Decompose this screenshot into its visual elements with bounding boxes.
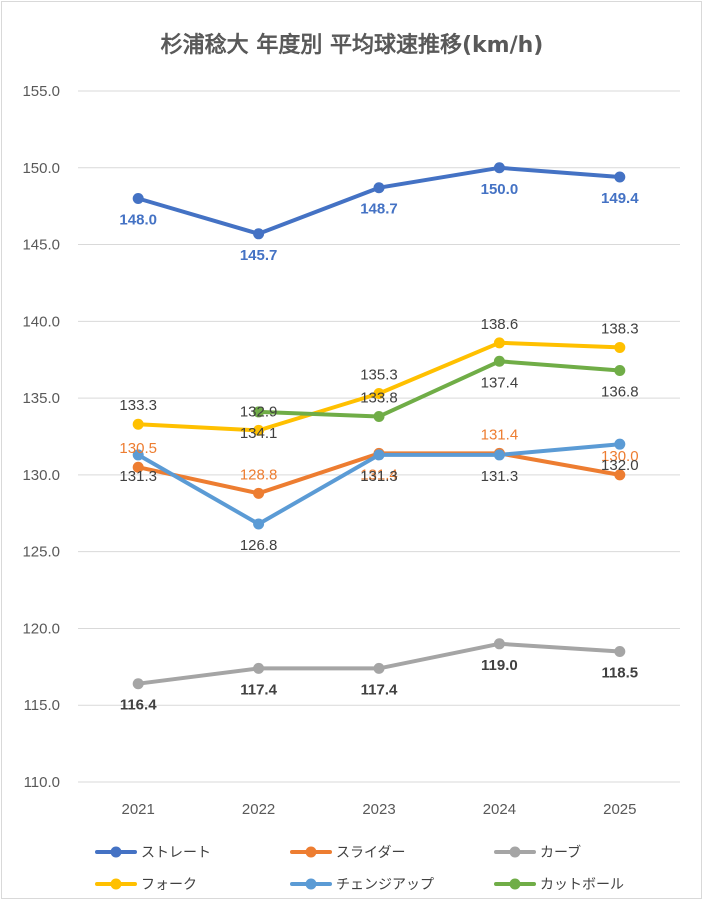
data-point (253, 518, 265, 530)
series-lines (136, 165, 622, 686)
data-label: 137.4 (481, 374, 519, 391)
data-label: 119.0 (481, 657, 518, 674)
y-tick-label: 135.0 (22, 390, 60, 407)
data-label: 135.3 (360, 367, 398, 384)
data-label: 148.7 (360, 201, 398, 218)
legend-label: スライダー (336, 845, 405, 861)
data-point (132, 449, 144, 461)
data-label: 117.4 (240, 681, 277, 698)
data-label: 138.3 (601, 320, 639, 337)
data-label: 133.8 (360, 390, 398, 407)
data-point (253, 487, 265, 499)
y-tick-label: 155.0 (22, 83, 60, 100)
y-tick-label: 140.0 (22, 313, 60, 330)
data-point (614, 341, 626, 353)
data-point (373, 449, 385, 461)
legend-label: チェンジアップ (336, 877, 434, 893)
y-tick-label: 150.0 (22, 160, 60, 177)
y-tick-label: 110.0 (24, 774, 60, 791)
data-label: 138.6 (481, 316, 519, 333)
data-point (132, 461, 144, 473)
legend-label: ストレート (141, 845, 211, 861)
data-label: 130.5 (119, 440, 157, 457)
x-tick-label: 2024 (483, 801, 516, 818)
data-point (614, 438, 626, 450)
y-tick-label: 125.0 (22, 544, 60, 561)
data-label: 131.3 (360, 468, 398, 485)
data-point (132, 192, 144, 204)
data-label: 131.4 (481, 426, 519, 443)
y-tick-label: 130.0 (22, 467, 60, 484)
x-tick-label: 2022 (242, 801, 275, 818)
data-label: 134.1 (240, 425, 278, 442)
y-tick-label: 120.0 (22, 620, 60, 637)
y-axis-ticks: 110.0 115.0 120.0 125.0 130.0 135.0 140.0 145.0… (22, 83, 60, 791)
data-point (373, 411, 385, 423)
data-point (614, 171, 626, 183)
gridlines (78, 90, 680, 783)
data-label: 128.8 (240, 466, 278, 483)
data-point (253, 662, 265, 674)
data-labels: 148.0 145.7 148.7 150.0 149.4 130.5 128.8 131.4… (119, 181, 639, 714)
data-label: 133.3 (119, 397, 157, 414)
legend-label: カットボール (540, 877, 624, 893)
data-label: 131.3 (119, 468, 157, 485)
y-tick-label: 115.0 (24, 697, 60, 714)
legend-marker (110, 846, 122, 858)
data-point (373, 388, 385, 400)
data-point (373, 662, 385, 674)
data-point (493, 162, 505, 174)
legend-label: カーブ (540, 844, 581, 861)
legend-marker (110, 878, 122, 890)
data-label: 150.0 (481, 181, 519, 198)
data-label: 131.3 (481, 468, 519, 485)
data-label: 117.4 (361, 681, 398, 698)
data-point (373, 182, 385, 194)
data-label: 132.0 (601, 457, 639, 474)
data-point (493, 449, 505, 461)
data-label: 145.7 (240, 247, 278, 264)
legend-marker (509, 878, 521, 890)
legend-marker (509, 846, 521, 858)
data-label: 132.9 (240, 403, 278, 420)
x-tick-label: 2025 (603, 801, 636, 818)
x-tick-label: 2023 (362, 801, 395, 818)
data-label: 130.0 (601, 448, 639, 465)
y-tick-label: 145.0 (22, 237, 60, 254)
chart-title: 杉浦稔大 年度別 平均球速推移(km/h) (161, 32, 544, 58)
data-label: 136.8 (601, 383, 639, 400)
data-point (493, 355, 505, 367)
data-point (253, 406, 265, 418)
data-point (132, 418, 144, 430)
data-label: 149.4 (601, 190, 639, 207)
legend-marker (305, 878, 317, 890)
data-point (614, 645, 626, 657)
data-label: 148.0 (119, 211, 157, 228)
data-point (614, 469, 626, 481)
legend-marker (305, 846, 317, 858)
legend-label: フォーク (141, 877, 197, 893)
data-point (614, 364, 626, 376)
data-point (493, 337, 505, 349)
data-point (493, 638, 505, 650)
x-axis-ticks: 2021 2022 2023 2024 2025 (122, 801, 637, 818)
x-tick-label: 2021 (122, 801, 155, 818)
data-point (253, 228, 265, 240)
data-label: 118.5 (601, 664, 638, 681)
series-line (256, 359, 622, 419)
data-point (253, 424, 265, 436)
series-points (132, 162, 626, 690)
data-point (132, 678, 144, 690)
data-label: 116.4 (120, 697, 157, 714)
data-label: 131.4 (360, 466, 398, 483)
data-label: 126.8 (240, 537, 278, 554)
